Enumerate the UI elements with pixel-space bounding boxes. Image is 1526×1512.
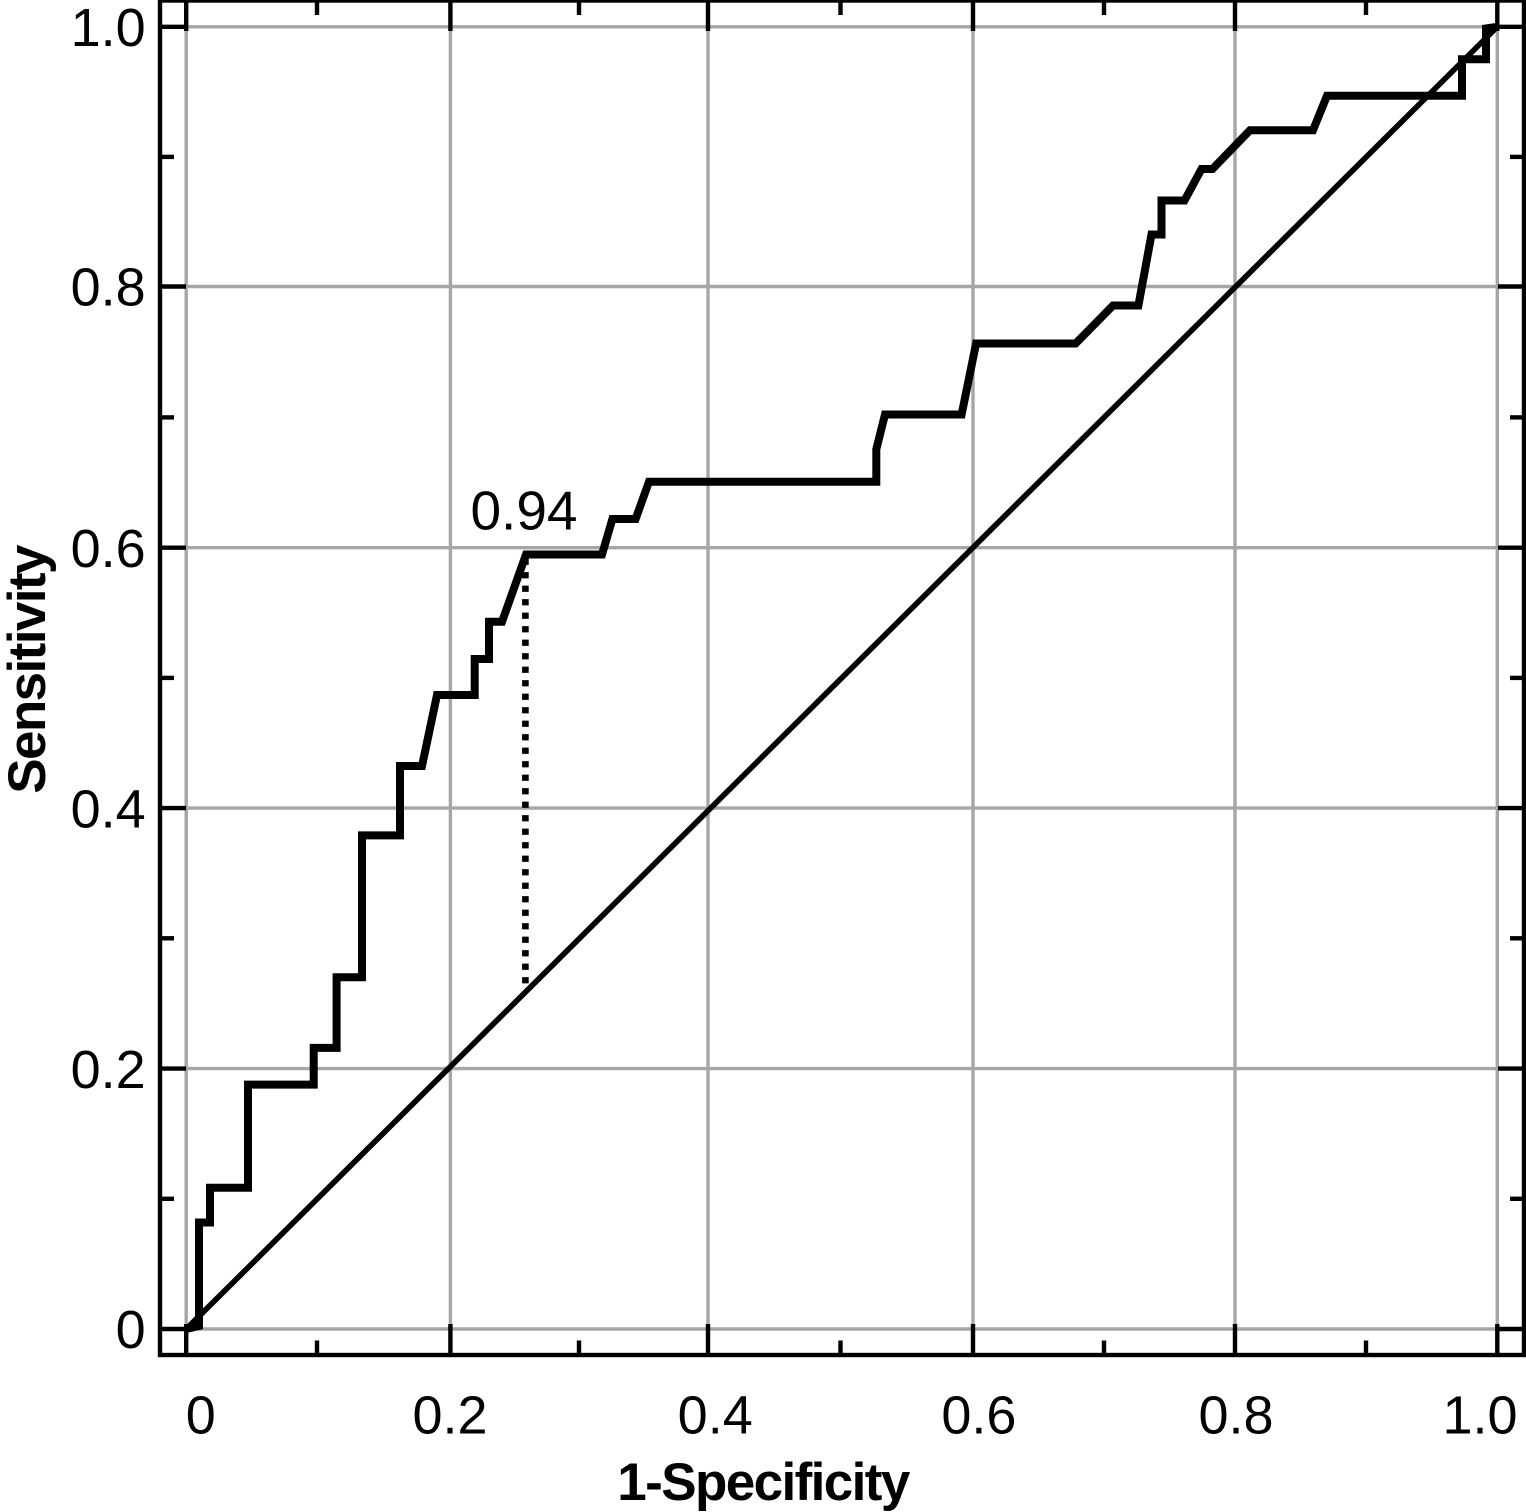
svg-text:0.94: 0.94: [470, 480, 577, 542]
svg-text:Sensitivity: Sensitivity: [0, 544, 57, 794]
svg-text:0.8: 0.8: [1198, 1386, 1273, 1446]
svg-text:0.6: 0.6: [71, 519, 146, 579]
svg-text:0.2: 0.2: [412, 1386, 487, 1446]
svg-text:0.8: 0.8: [71, 258, 146, 318]
svg-text:0.4: 0.4: [71, 779, 146, 839]
svg-text:1-Specificity: 1-Specificity: [617, 1453, 911, 1512]
svg-text:0: 0: [116, 1300, 146, 1360]
svg-text:1.0: 1.0: [1442, 1386, 1517, 1446]
svg-text:0: 0: [186, 1386, 216, 1446]
svg-text:0.2: 0.2: [71, 1040, 146, 1100]
svg-text:0.4: 0.4: [678, 1386, 753, 1446]
svg-text:1.0: 1.0: [71, 0, 146, 58]
svg-text:0.6: 0.6: [941, 1386, 1016, 1446]
